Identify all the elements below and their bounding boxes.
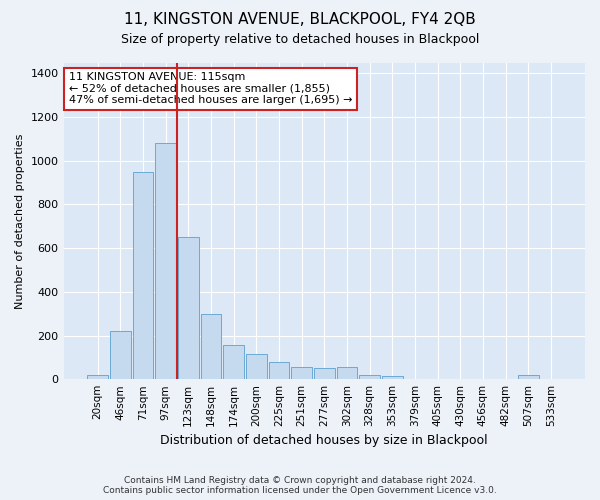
Bar	[155, 144, 176, 379]
Text: 11, KINGSTON AVENUE, BLACKPOOL, FY4 2QB: 11, KINGSTON AVENUE, BLACKPOOL, FY4 2QB	[124, 12, 476, 28]
X-axis label: Distribution of detached houses by size in Blackpool: Distribution of detached houses by size …	[160, 434, 488, 448]
Text: Contains HM Land Registry data © Crown copyright and database right 2024.
Contai: Contains HM Land Registry data © Crown c…	[103, 476, 497, 495]
Bar	[87, 375, 108, 379]
Bar	[314, 368, 335, 379]
Bar	[291, 367, 312, 379]
Bar	[223, 346, 244, 379]
Bar	[269, 362, 289, 379]
Bar	[133, 172, 154, 379]
Text: 11 KINGSTON AVENUE: 115sqm
← 52% of detached houses are smaller (1,855)
47% of s: 11 KINGSTON AVENUE: 115sqm ← 52% of deta…	[69, 72, 352, 105]
Bar	[518, 375, 539, 379]
Text: Size of property relative to detached houses in Blackpool: Size of property relative to detached ho…	[121, 32, 479, 46]
Bar	[178, 237, 199, 379]
Bar	[359, 375, 380, 379]
Bar	[382, 376, 403, 379]
Y-axis label: Number of detached properties: Number of detached properties	[15, 133, 25, 308]
Bar	[337, 367, 358, 379]
Bar	[200, 314, 221, 379]
Bar	[246, 354, 267, 379]
Bar	[110, 331, 131, 379]
